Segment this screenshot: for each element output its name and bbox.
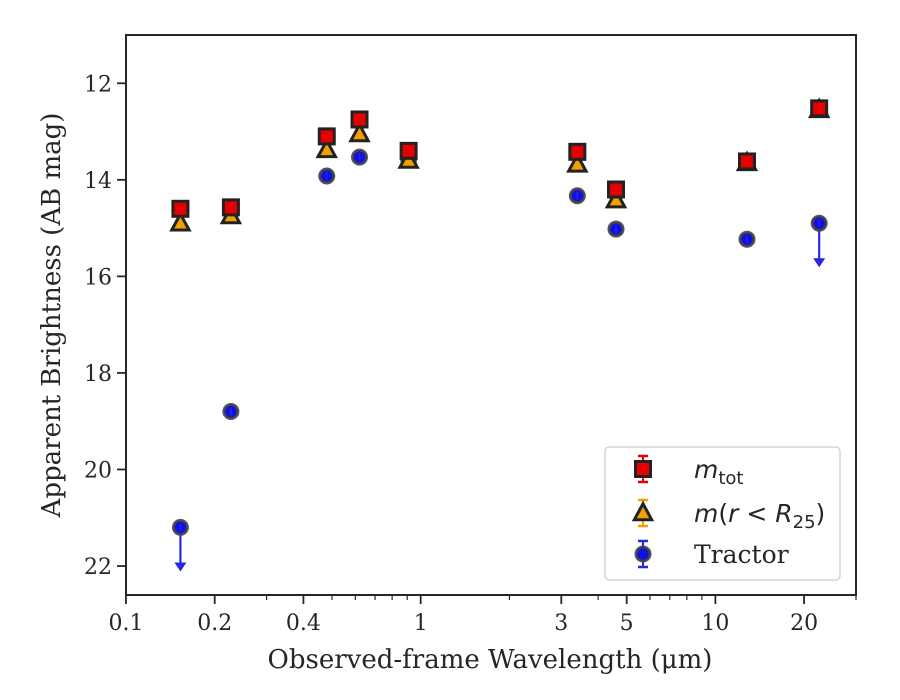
legend-marker-circle: [634, 545, 652, 563]
x-tick-label: 0.4: [286, 611, 321, 636]
y-tick-label: 20: [84, 458, 112, 483]
y-tick-label: 22: [84, 555, 112, 580]
x-tick-label: 0.2: [197, 611, 232, 636]
upper-limit-arrowhead: [813, 258, 826, 268]
plot-frame: [125, 34, 857, 596]
legend-label-mtot: mtot: [694, 455, 744, 489]
legend-label-tractor: Tractor: [694, 540, 789, 569]
axis-layer: 0.1 0.2 0.4 1 3 5 10 20 12 14 16 18 20 22: [84, 34, 857, 636]
x-tick-label: 1: [414, 611, 428, 636]
series-square: [171, 99, 829, 218]
y-axis-title: Apparent Brightness (AB mag): [37, 113, 67, 519]
x-tick-label: 10: [701, 611, 729, 636]
x-axis-title: Observed-frame Wavelength (μm): [268, 645, 713, 675]
legend-marker-triangle: [631, 500, 655, 522]
legend-label-mr25: m(r < R25): [694, 499, 825, 533]
plot-layer: [169, 97, 831, 572]
upper-limit-arrowhead: [174, 562, 187, 572]
x-tick-label: 5: [620, 611, 634, 636]
x-tick-label: 20: [790, 611, 818, 636]
x-tick-label: 3: [554, 611, 568, 636]
y-tick-label: 18: [84, 362, 112, 387]
legend: mtot m(r < R25) Tractor: [604, 446, 841, 581]
x-tick-label: 0.1: [109, 611, 144, 636]
y-tick-label: 14: [84, 169, 112, 194]
legend-markers: [631, 454, 655, 569]
legend-frame: [604, 446, 841, 581]
y-tick-label: 16: [84, 265, 112, 290]
y-tick-label: 12: [84, 72, 112, 97]
legend-marker-square: [634, 460, 652, 478]
